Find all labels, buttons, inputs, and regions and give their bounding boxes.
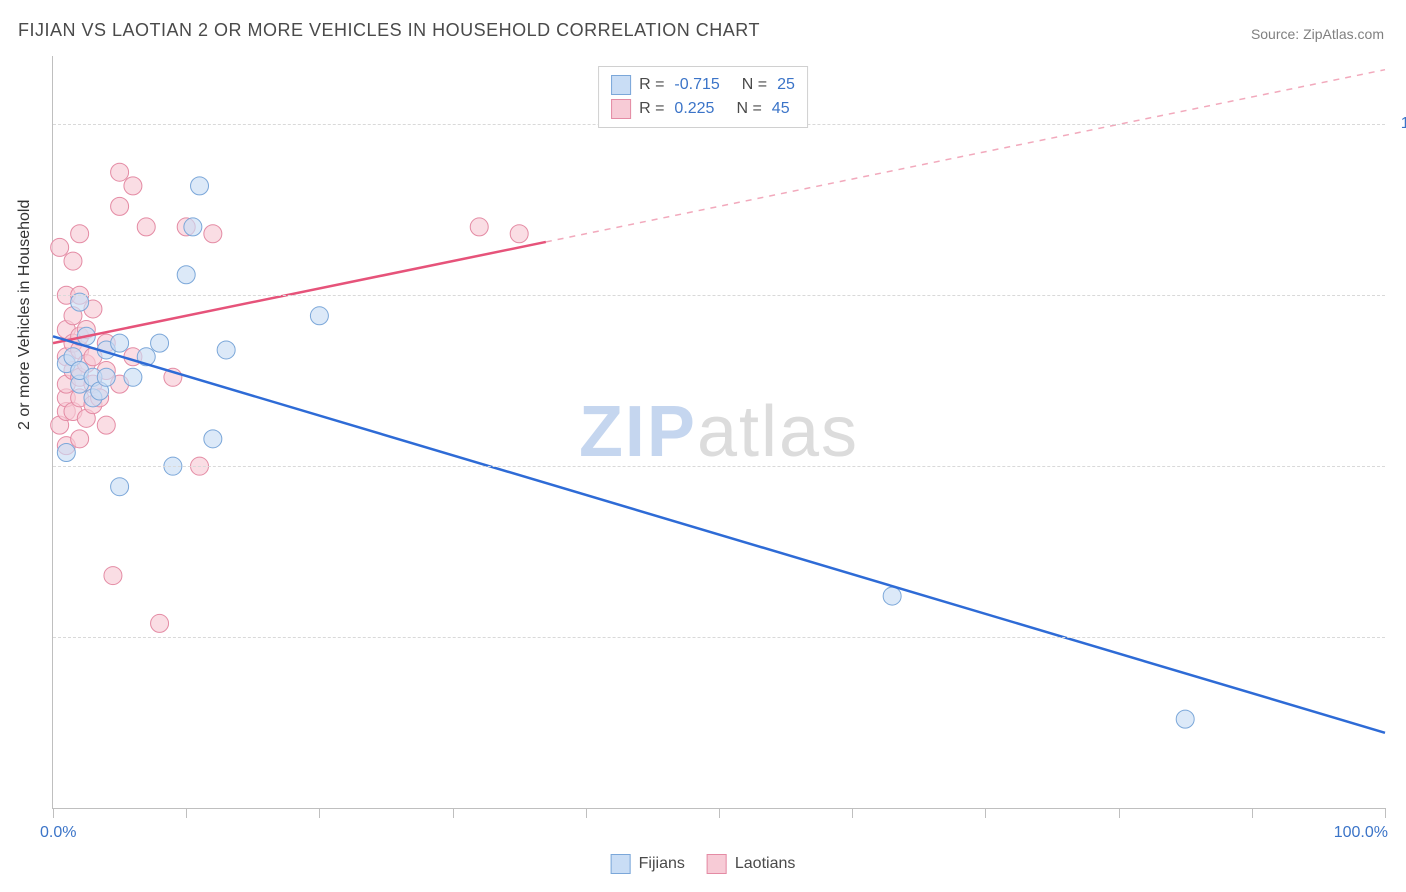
data-point [111, 197, 129, 215]
y-axis-title: 2 or more Vehicles in Household [16, 200, 34, 430]
chart-title: FIJIAN VS LAOTIAN 2 OR MORE VEHICLES IN … [18, 20, 760, 41]
r-value: -0.715 [674, 73, 719, 97]
x-axis-min-label: 0.0% [40, 824, 76, 842]
data-point [57, 444, 75, 462]
n-label: N = [742, 73, 767, 97]
gridline [53, 466, 1385, 467]
legend-swatch [611, 99, 631, 119]
data-point [151, 334, 169, 352]
data-point [470, 218, 488, 236]
x-tick [586, 808, 587, 818]
legend-item: Laotians [707, 854, 796, 874]
x-axis-max-label: 100.0% [1334, 824, 1388, 842]
x-tick [852, 808, 853, 818]
data-point [71, 430, 89, 448]
plot-area: ZIPatlas 25.0%50.0%75.0%100.0% [52, 56, 1385, 809]
source-attribution: Source: ZipAtlas.com [1251, 26, 1384, 42]
legend-swatch [611, 854, 631, 874]
data-point [104, 567, 122, 585]
correlation-legend: R =-0.715N =25R =0.225N =45 [598, 66, 808, 128]
scatter-svg [53, 56, 1385, 808]
x-tick [53, 808, 54, 818]
data-point [184, 218, 202, 236]
data-point [64, 252, 82, 270]
data-point [137, 218, 155, 236]
data-point [1176, 710, 1194, 728]
legend-item: Fijians [611, 854, 685, 874]
x-tick [1385, 808, 1386, 818]
data-point [204, 225, 222, 243]
data-point [883, 587, 901, 605]
data-point [111, 478, 129, 496]
data-point [177, 266, 195, 284]
data-point [124, 368, 142, 386]
data-point [217, 341, 235, 359]
gridline [53, 295, 1385, 296]
data-point [124, 177, 142, 195]
data-point [191, 177, 209, 195]
legend-label: Fijians [639, 855, 685, 873]
x-tick [719, 808, 720, 818]
data-point [97, 368, 115, 386]
x-tick [186, 808, 187, 818]
x-tick [1252, 808, 1253, 818]
trend-line [53, 242, 546, 343]
r-label: R = [639, 73, 664, 97]
series-legend: Fijians Laotians [611, 854, 796, 874]
y-tick-label: 100.0% [1401, 115, 1406, 133]
legend-row: R = 0.225 N = 45 [611, 97, 795, 121]
data-point [71, 225, 89, 243]
x-tick [319, 808, 320, 818]
r-label: R = [639, 97, 664, 121]
legend-swatch [611, 75, 631, 95]
n-value: 45 [772, 97, 790, 121]
data-point [510, 225, 528, 243]
data-point [51, 238, 69, 256]
data-point [204, 430, 222, 448]
x-tick [985, 808, 986, 818]
trend-line [53, 336, 1385, 733]
legend-row: R = -0.715 N = 25 [611, 73, 795, 97]
r-value: 0.225 [674, 97, 714, 121]
data-point [310, 307, 328, 325]
data-point [151, 614, 169, 632]
legend-label: Laotians [735, 855, 796, 873]
data-point [111, 334, 129, 352]
legend-swatch [707, 854, 727, 874]
x-tick [453, 808, 454, 818]
n-value: 25 [777, 73, 795, 97]
data-point [111, 163, 129, 181]
gridline [53, 637, 1385, 638]
data-point [97, 416, 115, 434]
n-label: N = [736, 97, 761, 121]
x-tick [1119, 808, 1120, 818]
